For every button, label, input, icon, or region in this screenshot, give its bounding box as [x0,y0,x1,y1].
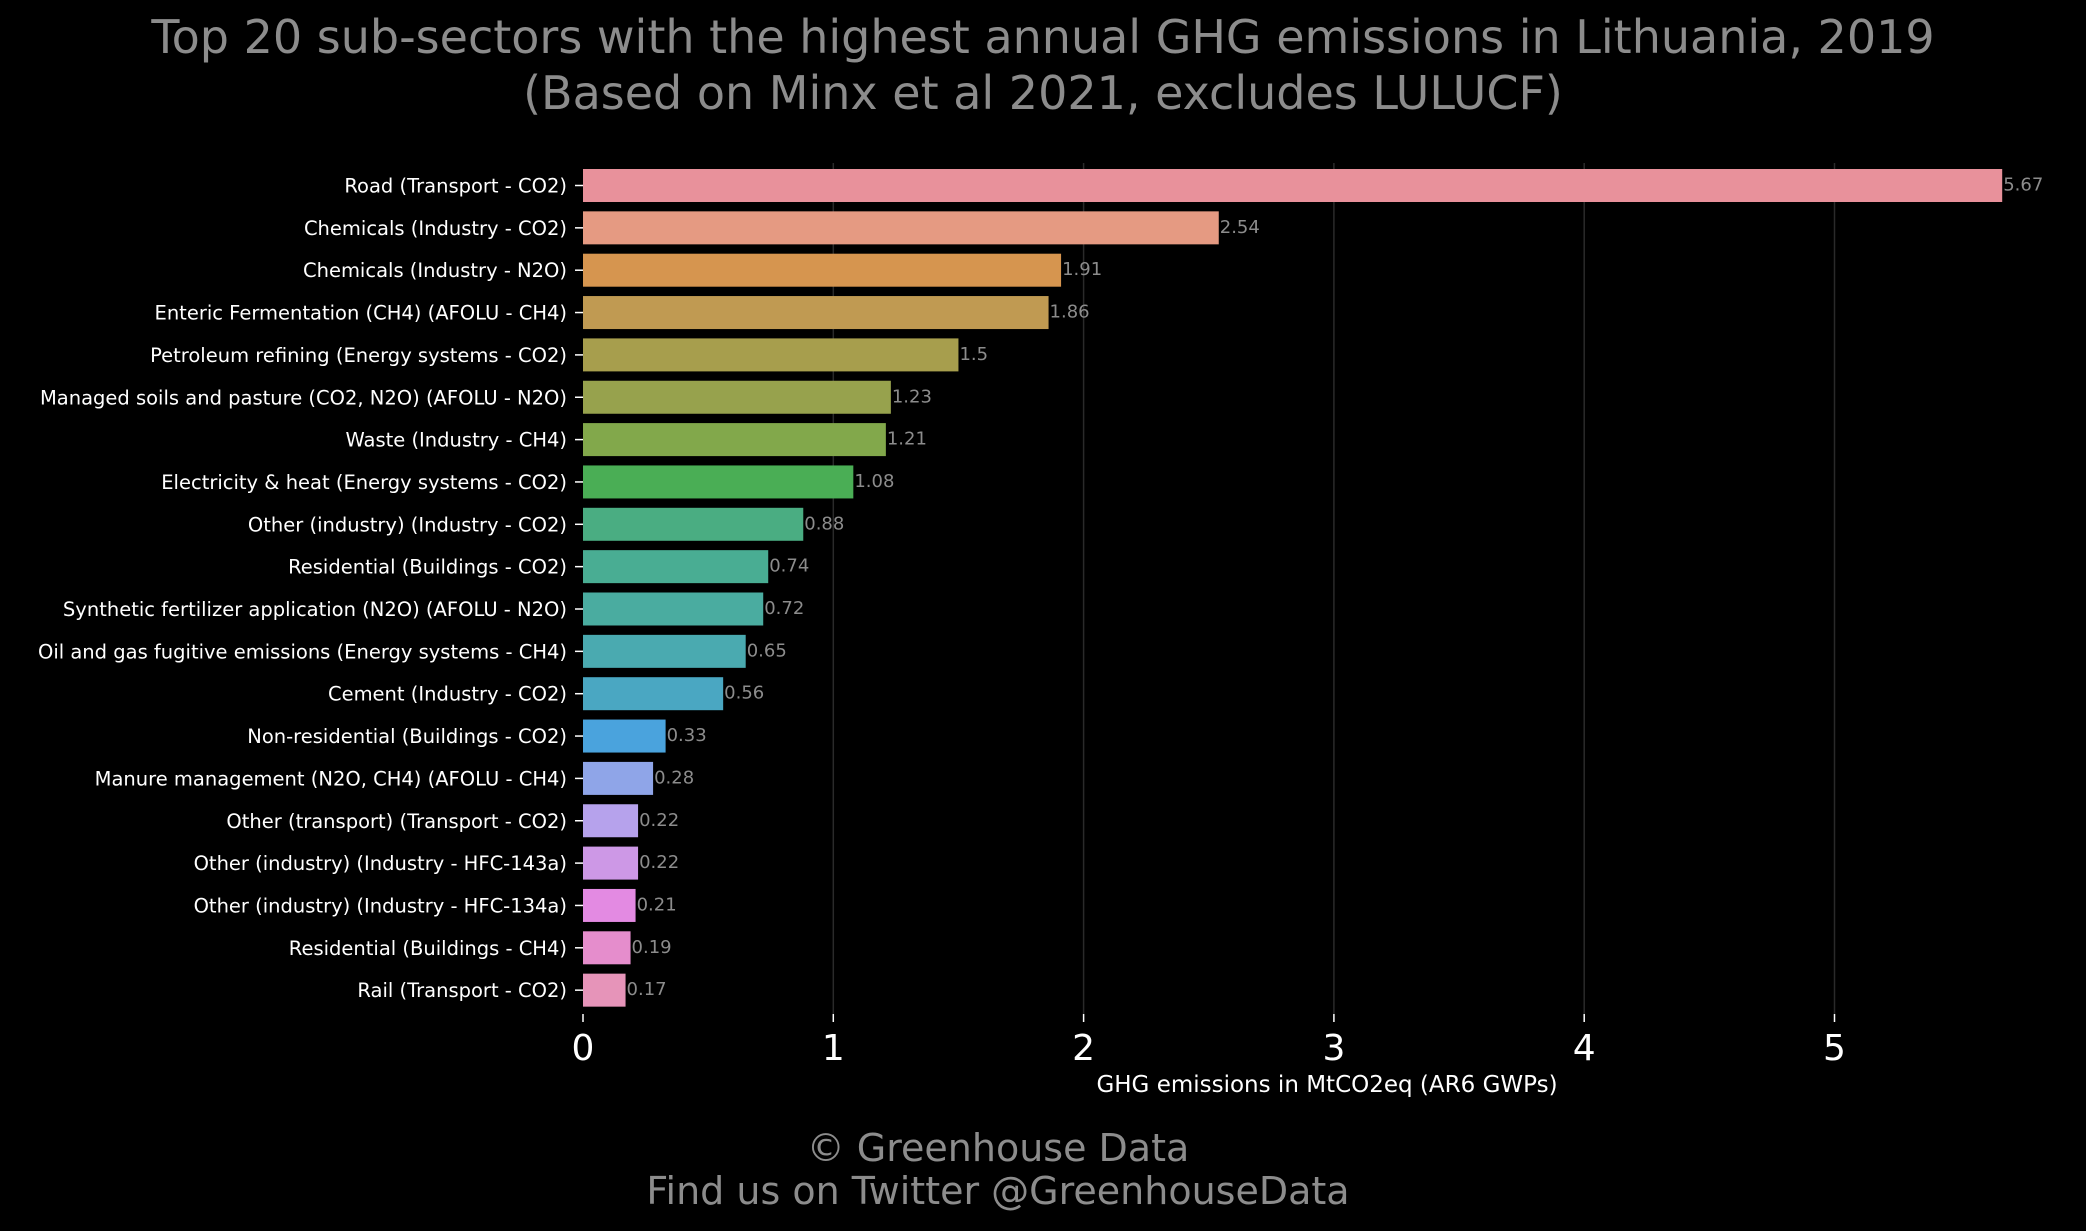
bar [583,761,654,795]
bar [583,592,764,626]
x-axis-ticks: 0 1 2 3 4 5 [572,1014,1846,1069]
bar [583,677,724,711]
y-tick-label: Road (Transport - CO2) [344,175,567,198]
y-tick-label: Electricity & heat (Energy systems - CO2… [161,471,567,494]
data-label: 1.08 [854,471,894,492]
y-tick-label: Other (transport) (Transport - CO2) [226,810,567,833]
y-tick-label: Cement (Industry - CO2) [328,683,567,706]
data-label: 0.65 [747,640,787,661]
value-labels: 5.67 2.54 1.91 1.86 1.5 1.23 1.21 1.08 0.88 0.74 0… [627,175,2044,1001]
y-tick-label: Rail (Transport - CO2) [357,979,567,1002]
x-tick-label: 0 [572,1028,595,1069]
y-tick-label: Other (industry) (Industry - HFC-143a) [194,852,567,875]
data-label: 0.19 [632,937,672,958]
y-tick-label: Other (industry) (Industry - CO2) [248,513,567,536]
x-axis-label: GHG emissions in MtCO2eq (AR6 GWPs) [1096,1072,1557,1098]
data-label: 0.88 [804,513,844,534]
data-label: 2.54 [1220,217,1260,238]
y-tick-label: Residential (Buildings - CO2) [288,556,567,579]
data-label: 1.21 [887,429,927,450]
data-label: 0.33 [667,725,707,746]
bar [583,380,891,414]
y-axis-labels: Road (Transport - CO2) Chemicals (Industr… [38,175,583,1002]
y-tick-label: Manure management (N2O, CH4) (AFOLU - CH… [95,767,567,790]
y-tick-label: Chemicals (Industry - CO2) [304,217,567,240]
copyright-notice: © Greenhouse Data [806,1126,1190,1170]
data-label: 0.22 [639,810,679,831]
y-tick-label: Non-residential (Buildings - CO2) [247,725,567,748]
bar [583,550,769,584]
data-label: 0.74 [769,556,809,577]
bar [583,253,1062,287]
grid-lines [832,163,1836,1014]
data-label: 0.22 [639,852,679,873]
y-tick-label: Residential (Buildings - CH4) [289,937,567,960]
bars [583,169,2003,1007]
data-label: 5.67 [2003,175,2043,196]
data-label: 1.23 [892,386,932,407]
bar [583,507,804,541]
data-label: 0.72 [764,598,804,619]
data-label: 1.91 [1062,259,1102,280]
bar [583,804,639,838]
bar [583,719,666,753]
y-tick-label: Waste (Industry - CH4) [345,429,567,452]
bar [583,211,1219,245]
y-tick-label: Chemicals (Industry - N2O) [303,259,567,282]
y-tick-label: Enteric Fermentation (CH4) (AFOLU - CH4) [155,302,568,325]
bar [583,338,959,372]
x-tick-label: 3 [1322,1028,1345,1069]
data-label: 0.21 [637,894,677,915]
data-label: 1.86 [1050,302,1090,323]
y-tick-label: Synthetic fertilizer application (N2O) (… [63,598,567,621]
y-tick-label: Petroleum refining (Energy systems - CO2… [150,344,567,367]
bar [583,423,886,457]
chart-title-line-1: Top 20 sub-sectors with the highest annu… [151,10,1935,64]
y-tick-label: Oil and gas fugitive emissions (Energy s… [38,640,567,663]
bar [583,846,639,880]
data-label: 0.28 [654,767,694,788]
data-label: 0.56 [724,683,764,704]
bar [583,465,854,499]
twitter-handle: Find us on Twitter @GreenhouseData [646,1169,1350,1213]
bar [583,931,631,965]
bar [583,169,2003,202]
bar [583,296,1049,330]
bar [583,888,636,922]
data-label: 1.5 [959,344,988,365]
bar [583,634,746,668]
y-tick-label: Managed soils and pasture (CO2, N2O) (AF… [40,386,567,409]
x-tick-label: 1 [822,1028,845,1069]
y-tick-label: Other (industry) (Industry - HFC-134a) [194,894,567,917]
bar [583,973,626,1007]
chart-title-line-2: (Based on Minx et al 2021, excludes LULU… [523,66,1563,120]
x-tick-label: 4 [1573,1028,1596,1069]
data-label: 0.17 [627,979,667,1000]
x-tick-label: 2 [1072,1028,1095,1069]
x-tick-label: 5 [1823,1028,1846,1069]
